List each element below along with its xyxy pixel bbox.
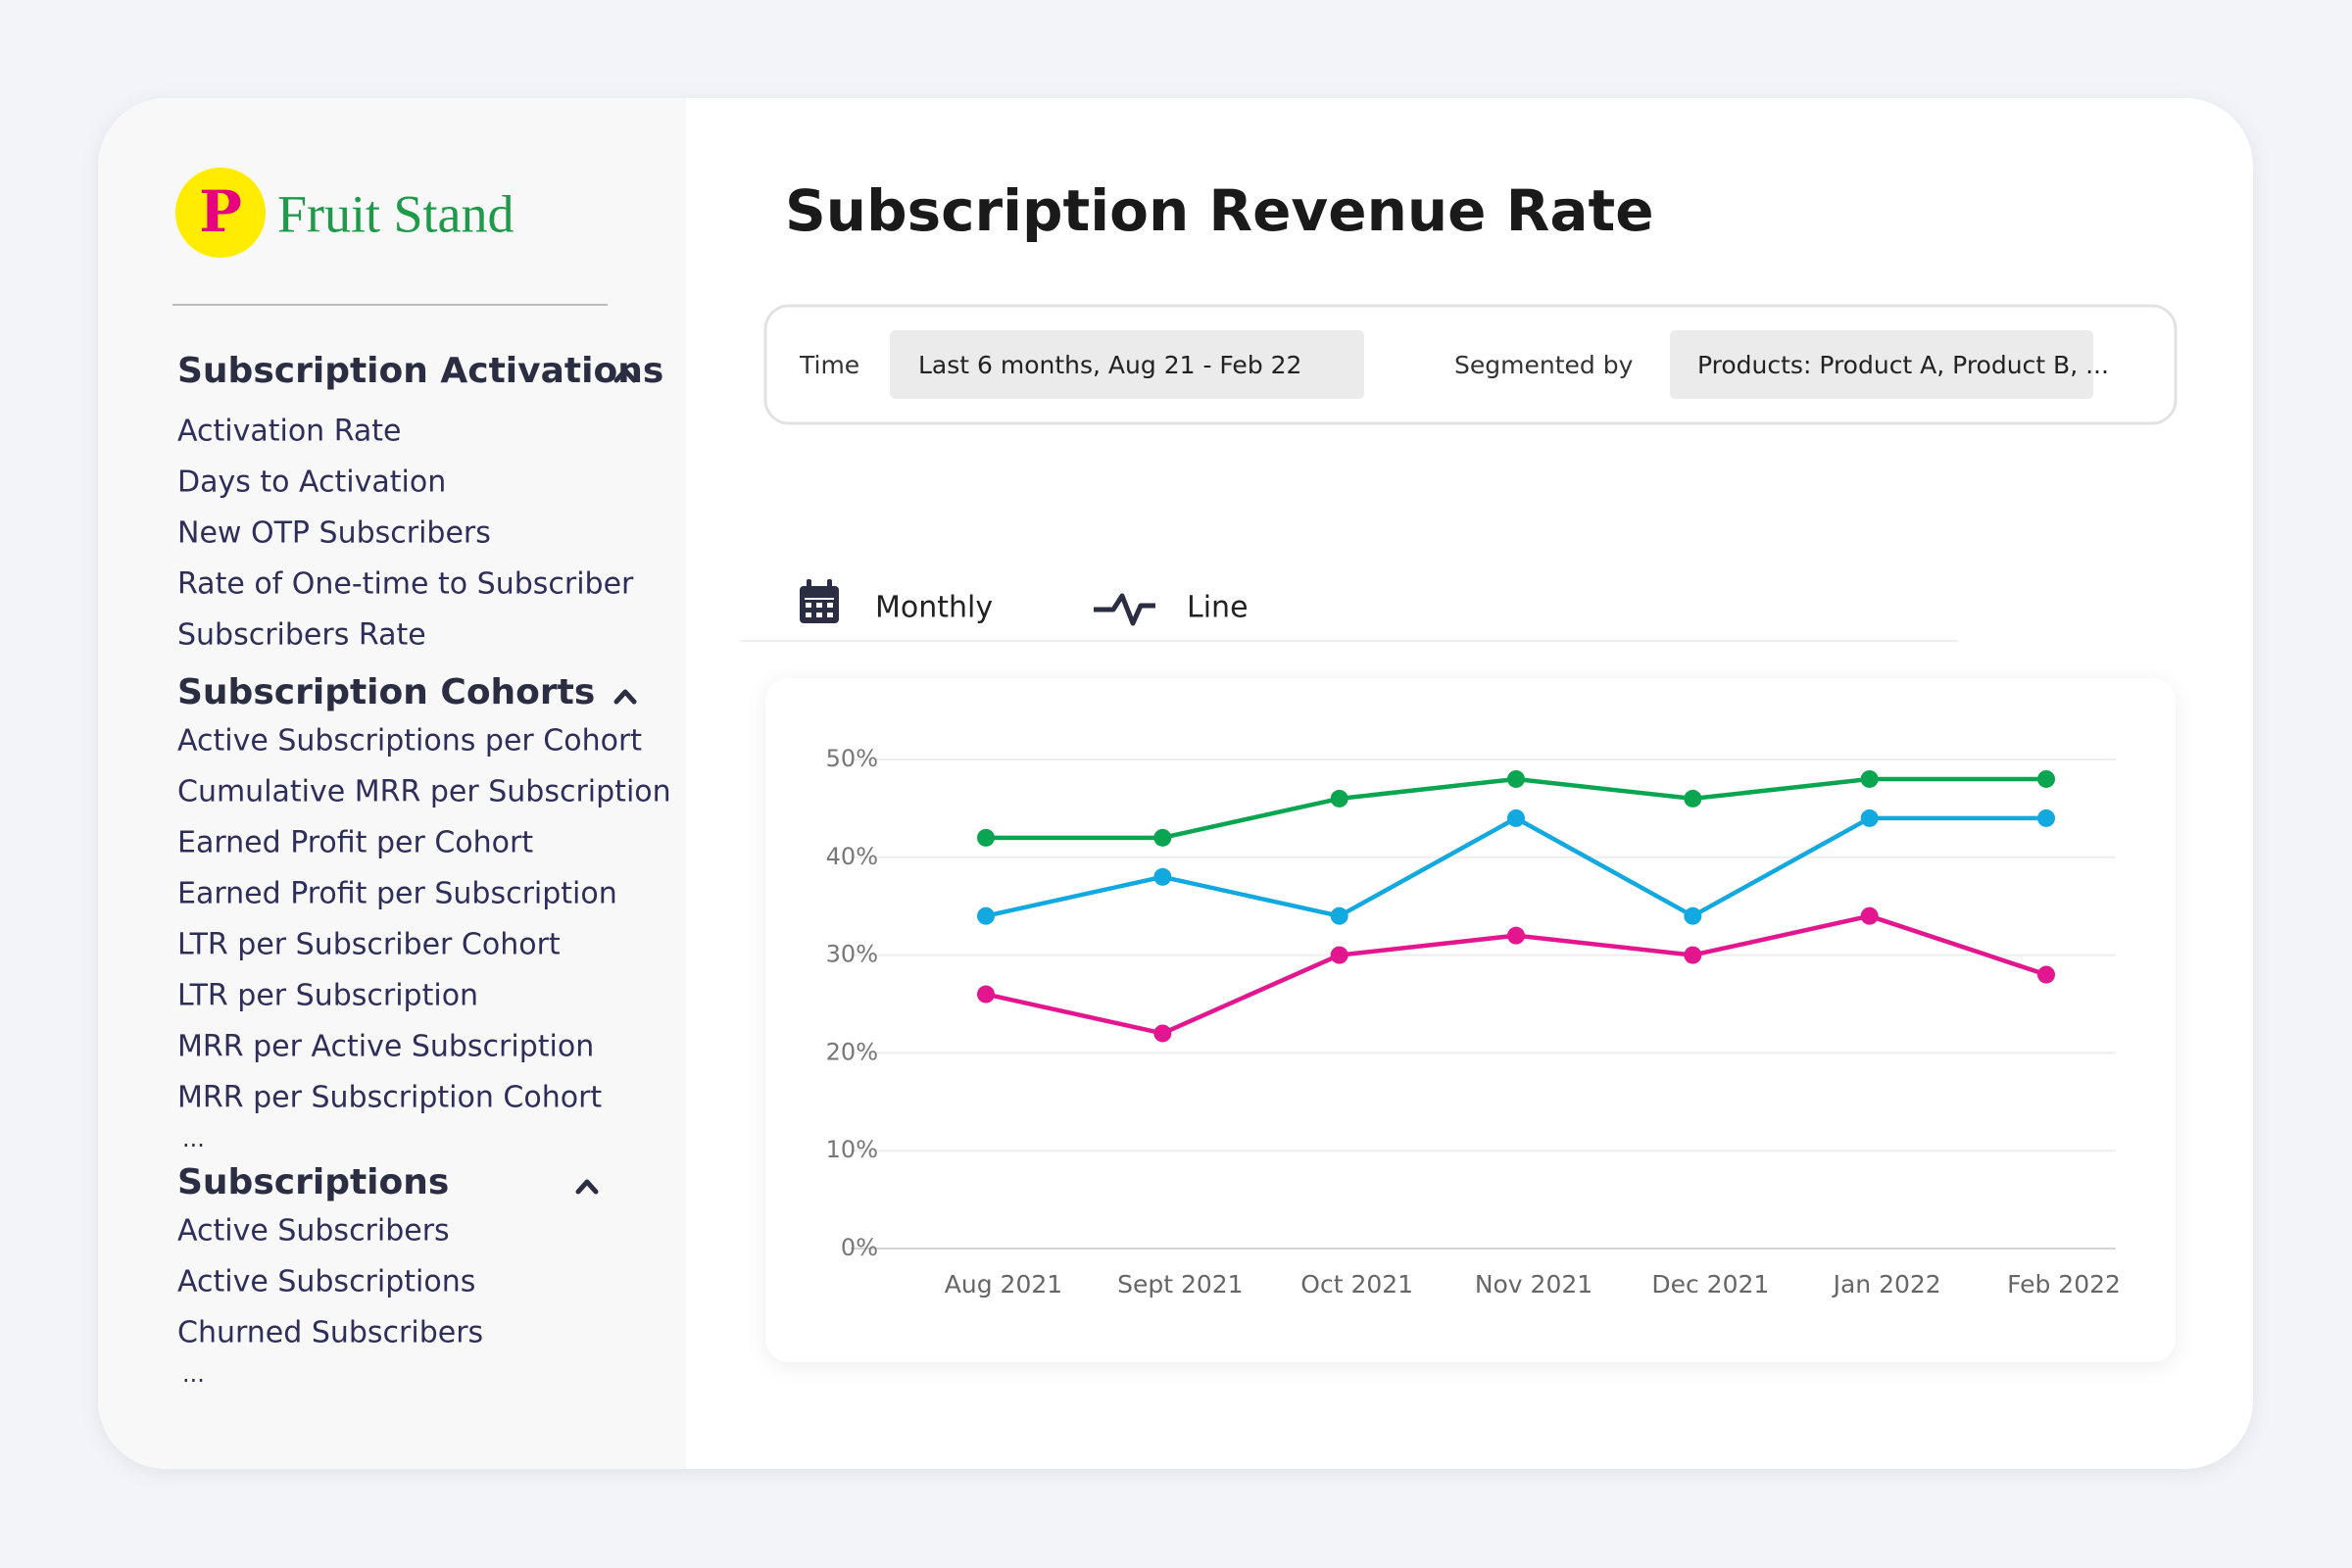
- logo-name: Fruit Stand: [277, 184, 514, 243]
- data-point: [1684, 906, 1702, 925]
- nav-item[interactable]: Churned Subscribers: [177, 1316, 483, 1350]
- data-point: [1153, 867, 1172, 886]
- nav-item[interactable]: LTR per Subscription: [177, 979, 478, 1013]
- x-tick-label: Aug 2021: [945, 1270, 1062, 1298]
- nav-item[interactable]: Rate of One-time to Subscriber: [177, 567, 634, 602]
- more-items[interactable]: ...: [182, 1360, 205, 1388]
- y-tick-label: 40%: [826, 843, 878, 870]
- data-point: [1860, 769, 1879, 788]
- logo-letter: P: [199, 178, 242, 245]
- logo-badge: [175, 168, 266, 258]
- time-value[interactable]: Last 6 months, Aug 21 - Feb 22: [918, 351, 1301, 379]
- x-tick-label: Oct 2021: [1300, 1270, 1413, 1298]
- data-point: [1684, 789, 1702, 808]
- data-point: [1153, 1024, 1172, 1043]
- chart-card: [765, 678, 2176, 1362]
- chart: 0% 10% 20% 30% 40% 50% Aug 2021 Sept 2021 Oct 20…: [826, 745, 2121, 1298]
- nav-item[interactable]: Earned Profit per Subscription: [177, 877, 617, 911]
- line-icon[interactable]: [1094, 593, 1155, 626]
- nav-item[interactable]: Cumulative MRR per Subscription: [177, 775, 671, 809]
- x-tick-label: Feb 2022: [2007, 1270, 2121, 1298]
- data-point: [1507, 808, 1525, 827]
- nav: Subscription Activations Activation Rate D…: [177, 351, 671, 1388]
- nav-item[interactable]: Earned Profit per Cohort: [177, 826, 533, 860]
- y-tick-label: 50%: [826, 745, 878, 772]
- period-toggle[interactable]: Monthly: [875, 591, 993, 625]
- data-point: [2037, 808, 2055, 827]
- y-tick-label: 0%: [841, 1234, 878, 1261]
- filter-label: Segmented by: [1454, 351, 1634, 379]
- section-title[interactable]: Subscription Activations: [177, 351, 663, 391]
- nav-item[interactable]: Days to Activation: [177, 466, 446, 500]
- nav-item[interactable]: MRR per Active Subscription: [177, 1030, 594, 1064]
- more-items[interactable]: ...: [182, 1125, 205, 1152]
- section-title[interactable]: Subscription Cohorts: [177, 672, 595, 712]
- section-title[interactable]: Subscriptions: [177, 1162, 449, 1202]
- data-point: [2037, 769, 2055, 788]
- y-tick-label: 30%: [826, 941, 878, 968]
- data-point: [977, 985, 995, 1004]
- data-point: [1507, 926, 1525, 945]
- data-point: [977, 828, 995, 847]
- data-point: [1330, 946, 1348, 964]
- collapse-chevron[interactable]: [613, 689, 637, 705]
- x-tick-label: Nov 2021: [1475, 1270, 1592, 1298]
- segment-value[interactable]: Products: Product A, Product B, ...: [1697, 351, 2109, 379]
- data-point: [1330, 906, 1348, 925]
- calendar-icon[interactable]: [800, 579, 839, 623]
- nav-item[interactable]: MRR per Subscription Cohort: [177, 1081, 602, 1115]
- x-tick-label: Jan 2022: [1832, 1270, 1941, 1298]
- data-point: [1153, 828, 1172, 847]
- nav-item[interactable]: New OTP Subscribers: [177, 516, 491, 551]
- filter-label: Time: [799, 351, 859, 379]
- chart-kind-toggle[interactable]: Line: [1187, 591, 1249, 625]
- data-point: [977, 906, 995, 925]
- x-tick-label: Dec 2021: [1651, 1270, 1769, 1298]
- data-point: [1507, 769, 1525, 788]
- nav-item[interactable]: Active Subscriptions per Cohort: [177, 724, 642, 759]
- nav-item[interactable]: Active Subscribers: [177, 1214, 450, 1249]
- nav-item[interactable]: Active Subscriptions: [177, 1265, 475, 1299]
- data-point: [2037, 965, 2055, 984]
- data-point: [1860, 906, 1879, 925]
- collapse-chevron[interactable]: [613, 368, 637, 383]
- segment-select[interactable]: [1670, 330, 2093, 399]
- nav-item[interactable]: Activation Rate: [177, 415, 402, 449]
- sidebar: [98, 98, 686, 1469]
- data-point: [1684, 946, 1702, 964]
- time-select[interactable]: [890, 330, 1364, 399]
- data-point: [1330, 789, 1348, 808]
- x-tick-label: Sept 2021: [1117, 1270, 1244, 1298]
- nav-item[interactable]: Subscribers Rate: [177, 618, 426, 653]
- collapse-chevron[interactable]: [575, 1179, 599, 1195]
- y-tick-label: 10%: [826, 1136, 878, 1163]
- y-tick-label: 20%: [826, 1038, 878, 1065]
- nav-item[interactable]: LTR per Subscriber Cohort: [177, 928, 561, 962]
- page-title: Subscription Revenue Rate: [785, 177, 1654, 244]
- data-point: [1860, 808, 1879, 827]
